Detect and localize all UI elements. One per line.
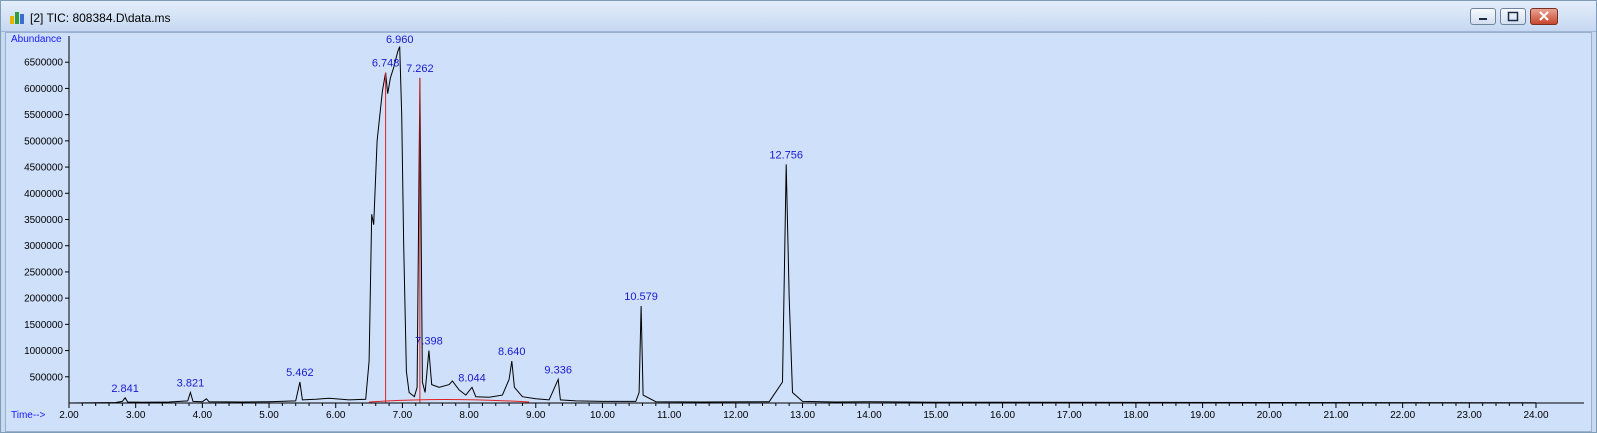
x-tick-label: 13.00 [790, 410, 815, 421]
chromatogram-icon [10, 12, 24, 24]
title-bar[interactable]: [2] TIC: 808384.D\data.ms [1, 1, 1596, 32]
peak-labels: 2.841 3.821 5.462 6.748 6.960 7.262 7.398 8.044… [111, 34, 803, 395]
x-tick-label: 10.00 [590, 410, 615, 421]
x-tick-label: 7.00 [393, 410, 413, 421]
x-tick-label: 18.00 [1123, 410, 1148, 421]
y-tick-label: 3500000 [24, 215, 63, 226]
y-tick-label: 500000 [30, 372, 64, 383]
y-tick-label: 1500000 [24, 320, 63, 331]
y-axis-label: Abundance [11, 34, 62, 45]
x-tick-label: 24.00 [1523, 410, 1548, 421]
x-axis-ticks: 2.00 3.00 4.00 5.00 6.00 7.00 8.00 9.00 10.00 11.… [59, 403, 1549, 421]
x-tick-label: 23.00 [1457, 410, 1482, 421]
x-tick-label: 20.00 [1257, 410, 1282, 421]
peak-label: 6.960 [386, 34, 414, 46]
series-layer [68, 46, 1537, 404]
peak-label: 6.748 [372, 58, 400, 70]
x-tick-label: 16.00 [990, 410, 1015, 421]
integration-baseline [369, 399, 530, 403]
x-tick-label: 15.00 [923, 410, 948, 421]
maximize-button[interactable] [1500, 8, 1526, 25]
x-axis-label: Time--> [11, 410, 46, 421]
peak-label: 7.398 [415, 336, 443, 348]
x-tick-label: 6.00 [326, 410, 346, 421]
x-tick-label: 21.00 [1323, 410, 1348, 421]
tic-series-line [68, 46, 1537, 404]
peak-label: 8.044 [458, 372, 486, 384]
x-tick-label: 14.00 [857, 410, 882, 421]
peak-label: 10.579 [624, 291, 658, 303]
y-tick-label: 6000000 [24, 84, 63, 95]
peak-label: 9.336 [544, 364, 572, 376]
y-tick-label: 6500000 [24, 58, 63, 69]
maximize-icon [1507, 11, 1519, 22]
x-tick-label: 17.00 [1057, 410, 1082, 421]
peak-label: 3.821 [177, 378, 205, 390]
integration-markers [369, 72, 530, 403]
peak-label: 12.756 [769, 149, 803, 161]
x-tick-label: 2.00 [59, 410, 79, 421]
y-axis-ticks: 500000 1000000 1500000 2000000 2500000 300000… [24, 58, 69, 383]
x-tick-label: 8.00 [459, 410, 479, 421]
y-tick-label: 5000000 [24, 136, 63, 147]
y-tick-label: 3000000 [24, 241, 63, 252]
x-tick-label: 3.00 [126, 410, 146, 421]
peak-label: 5.462 [286, 367, 314, 379]
window-title: [2] TIC: 808384.D\data.ms [30, 11, 171, 25]
y-tick-label: 2000000 [24, 294, 63, 305]
x-tick-label: 4.00 [193, 410, 213, 421]
close-button[interactable] [1530, 8, 1558, 25]
y-tick-label: 4500000 [24, 163, 63, 174]
x-tick-label: 5.00 [259, 410, 279, 421]
y-tick-label: 5500000 [24, 110, 63, 121]
minimize-button[interactable] [1470, 8, 1496, 25]
chromatogram-chart[interactable]: 500000 1000000 1500000 2000000 2500000 300000… [6, 33, 1591, 431]
x-tick-label: 11.00 [657, 410, 682, 421]
y-tick-label: 4000000 [24, 189, 63, 200]
peak-label: 7.262 [406, 63, 434, 75]
peak-label: 8.640 [498, 346, 526, 358]
y-tick-label: 2500000 [24, 267, 63, 278]
minimize-icon [1479, 18, 1487, 20]
x-tick-label: 22.00 [1390, 410, 1415, 421]
peak-label: 2.841 [111, 383, 139, 395]
x-tick-label: 19.00 [1190, 410, 1215, 421]
close-icon [1539, 11, 1549, 21]
x-tick-label: 12.00 [723, 410, 748, 421]
y-tick-label: 1000000 [24, 346, 63, 357]
x-tick-label: 9.00 [526, 410, 546, 421]
chart-area: 500000 1000000 1500000 2000000 2500000 300000… [5, 32, 1592, 432]
